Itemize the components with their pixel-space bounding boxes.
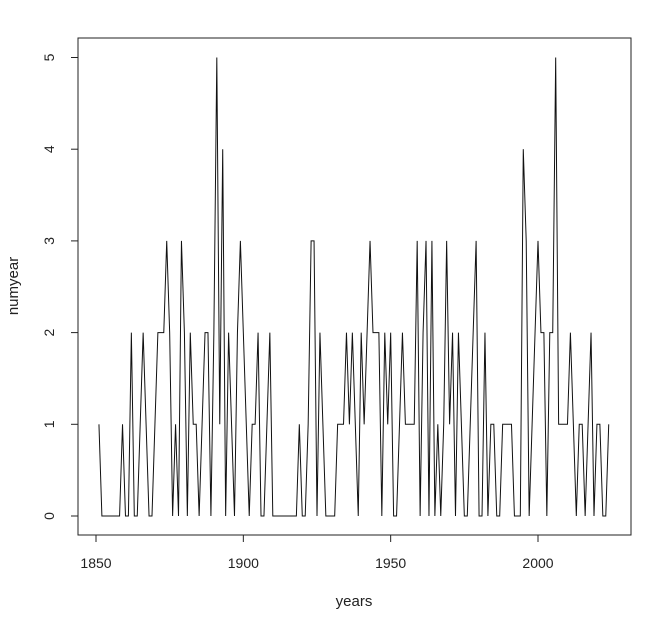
x-axis-title: years: [336, 593, 373, 610]
series-line: [98, 57, 610, 517]
y-tick-label: 4: [41, 145, 57, 153]
y-tick-label: 3: [41, 237, 57, 245]
x-axis: 1850 1900 1950 2000: [80, 534, 554, 571]
y-tick-label: 2: [41, 328, 57, 336]
x-tick-label: 1950: [375, 555, 406, 571]
y-tick-label: 5: [41, 53, 57, 61]
x-tick-label: 1850: [80, 555, 111, 571]
y-axis: 0 1 2 3 4 5: [41, 53, 79, 520]
x-tick-label: 2000: [522, 555, 553, 571]
x-tick-label: 1900: [228, 555, 259, 571]
y-axis-title: numyear: [5, 257, 22, 315]
y-tick-label: 1: [41, 420, 57, 428]
y-tick-label: 0: [41, 512, 57, 520]
